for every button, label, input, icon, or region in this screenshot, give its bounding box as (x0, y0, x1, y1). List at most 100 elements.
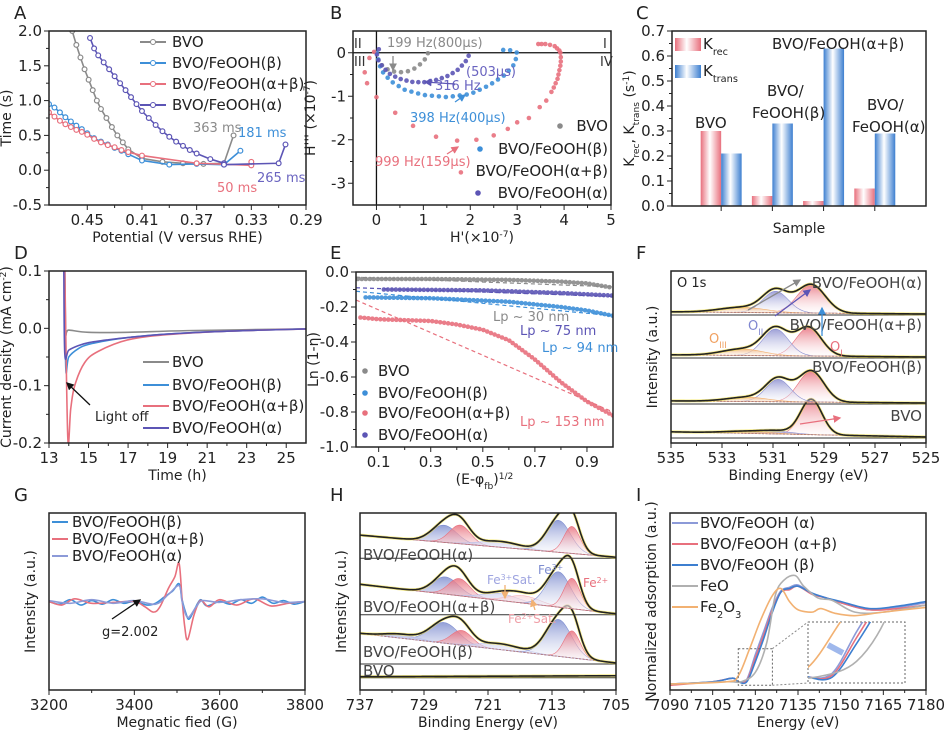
background-line (671, 311, 926, 315)
panel-letter: B (330, 3, 342, 24)
x-tick-label: 533 (708, 449, 737, 467)
annotation: Fe2+Sat. (508, 612, 557, 627)
data-point (67, 118, 74, 125)
label-part: Fe (583, 576, 597, 590)
data-point (410, 123, 416, 129)
series-line (808, 622, 886, 679)
data-point (505, 126, 511, 132)
inset-plot (808, 622, 886, 681)
inset-connector (772, 682, 809, 686)
x-tick-label: 4 (559, 211, 569, 229)
legend-marker (477, 146, 483, 152)
legend-marker (150, 60, 156, 66)
spectrum-label: BVO/FeOOH(β) (812, 358, 922, 376)
data-point (445, 287, 451, 293)
legend-label: BVO/FeOOH(α) (172, 419, 282, 437)
data-point (553, 375, 559, 381)
panel-e: E 0.1 0.3 0.5 0.7 0.9 -1.0 -0.8 -0.6 -0.4 -0.2 0.0 (… (306, 243, 618, 492)
data-point (491, 277, 497, 283)
data-point (477, 87, 482, 93)
data-point (557, 67, 562, 73)
data-point (483, 277, 489, 282)
data-point (433, 319, 439, 325)
y-tick-label: 2.0 (18, 22, 42, 40)
data-point (544, 367, 550, 373)
legend-label: BVO/FeOOH(β) (172, 376, 282, 394)
data-point (383, 67, 388, 73)
data-point (574, 306, 580, 312)
data-point (529, 289, 535, 295)
annotation: Lp ~ 153 nm (520, 415, 605, 430)
legend-marker (362, 410, 368, 416)
data-point (395, 295, 400, 301)
data-point (511, 277, 517, 283)
panel-letter: F (636, 243, 646, 264)
legend-swatch (675, 65, 701, 78)
label-part: 3+ (552, 563, 564, 572)
data-point (551, 85, 557, 90)
data-point (382, 317, 387, 322)
data-point (405, 68, 411, 74)
data-point (457, 322, 463, 328)
data-point (392, 110, 398, 116)
data-point (436, 94, 442, 99)
data-point (549, 290, 555, 295)
data-point (97, 139, 104, 146)
bar (772, 123, 793, 206)
x-tick-label: 7105 (694, 696, 732, 714)
x-tick-label: 525 (912, 449, 941, 467)
label-part: II (758, 327, 763, 337)
data-point (503, 277, 509, 283)
x-tick-label: 25 (277, 449, 296, 467)
annotation: 50 ms (217, 181, 257, 196)
data-point (193, 150, 200, 157)
data-point (396, 83, 402, 89)
data-point (375, 295, 380, 300)
series-line (670, 574, 926, 685)
data-point (473, 326, 478, 331)
data-point (467, 297, 472, 303)
data-point (433, 77, 439, 83)
data-point (507, 277, 513, 283)
data-point (401, 287, 407, 292)
x-axis-label: Potential (V versus RHE) (92, 230, 262, 246)
label-part: O (723, 598, 735, 616)
label-part: Fe (487, 573, 501, 587)
data-point (570, 306, 576, 311)
data-point (133, 101, 140, 108)
y-axis-label: H''' (×10-7) (303, 80, 319, 156)
category-label: FeOOH(β) (752, 104, 825, 122)
y-tick-label: 1.0 (18, 92, 42, 110)
plot-area (49, 561, 305, 641)
spectrum-label: BVO/FeOOH(α) (812, 274, 922, 292)
data-point (51, 104, 58, 111)
x-axis-label: Sample (773, 221, 826, 237)
data-point (590, 309, 596, 315)
category-label: FeOOH(α) (852, 118, 926, 136)
label-part: Sat. (533, 612, 557, 626)
legend-label: BVO/FeOOH (β) (700, 556, 815, 574)
data-point (516, 345, 522, 351)
data-point (513, 343, 519, 348)
y-tick-label: 0.0 (18, 319, 42, 337)
data-point (122, 87, 129, 94)
data-point (551, 303, 556, 309)
data-point (449, 287, 455, 293)
panel-letter: I (636, 485, 641, 506)
legend-label: BVO/FeOOH(α+β) (72, 530, 204, 548)
annotation: Lp ~ 75 nm (520, 324, 596, 339)
annotation: 316 Hz (435, 79, 481, 94)
data-point (481, 327, 486, 333)
series-line (808, 622, 842, 669)
data-point (416, 79, 421, 85)
data-point (358, 315, 363, 320)
x-tick-label: 3600 (201, 696, 239, 714)
bar (803, 201, 824, 206)
plot-area (700, 48, 896, 206)
y-axis-label: Ln (1-η) (306, 332, 322, 387)
envelope-line (671, 325, 926, 358)
data-point (487, 298, 492, 304)
legend-label: Fe2O3 (700, 598, 741, 621)
x-tick-label: 527 (861, 449, 890, 467)
